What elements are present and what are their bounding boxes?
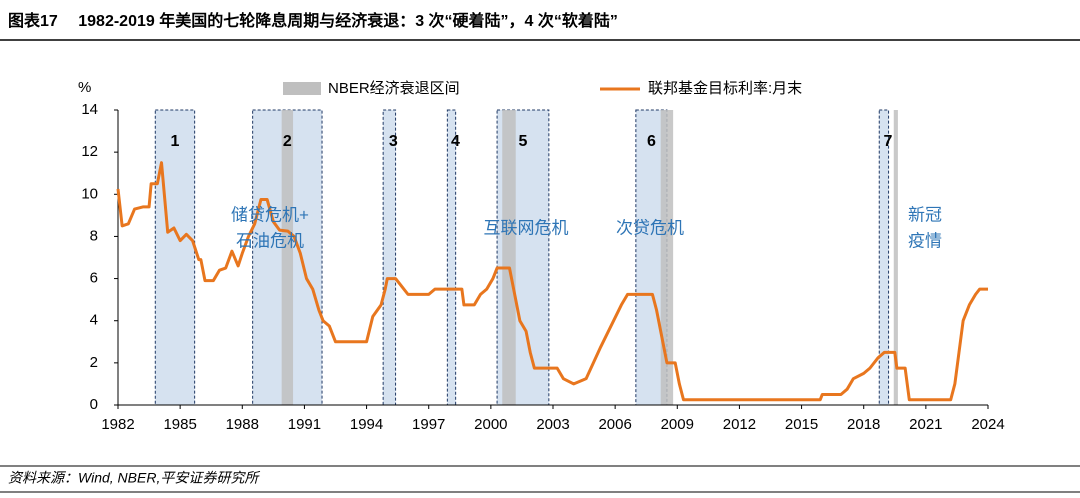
- y-tick-label: 12: [81, 143, 98, 160]
- x-tick-label: 1997: [412, 416, 445, 433]
- cut-cycle-label: 4: [451, 133, 460, 150]
- x-tick-label: 2021: [909, 416, 942, 433]
- annotation: 储贷危机+: [231, 205, 309, 224]
- cut-cycle-label: 7: [883, 133, 892, 150]
- y-tick-label: 2: [90, 354, 98, 371]
- cut-cycle-box: [382, 109, 397, 406]
- y-tick-label: 8: [90, 227, 98, 244]
- x-tick-label: 1988: [226, 416, 259, 433]
- annotation: 石油危机: [236, 231, 304, 250]
- annotation: 新冠: [908, 205, 942, 224]
- chart-title: 图表17 1982-2019 年美国的七轮降息周期与经济衰退：3 次“硬着陆”，…: [8, 11, 618, 30]
- y-tick-label: 4: [90, 312, 98, 329]
- cut-cycle-label: 6: [647, 133, 656, 150]
- cut-cycle-box: [878, 109, 890, 406]
- x-tick-label: 1985: [163, 416, 196, 433]
- y-tick-label: 0: [90, 396, 98, 413]
- cut-cycle-label: 1: [171, 133, 180, 150]
- recession-bar: [281, 110, 294, 405]
- legend-label: NBER经济衰退区间: [328, 80, 460, 97]
- y-unit: %: [78, 79, 91, 96]
- x-tick-label: 2003: [536, 416, 569, 433]
- rate-line: [116, 161, 988, 402]
- y-tick-label: 10: [81, 185, 98, 202]
- cut-cycle-box: [154, 109, 196, 406]
- cut-cycle-label: 5: [519, 133, 528, 150]
- x-tick-label: 1994: [350, 416, 383, 433]
- annotation: 次贷危机: [616, 218, 684, 237]
- source: 资料来源：Wind, NBER,平安证券研究所: [8, 470, 260, 486]
- recession-bar: [893, 110, 898, 405]
- legend-swatch: [283, 82, 321, 95]
- cut-cycle-label: 3: [389, 133, 398, 150]
- annotation: 疫情: [908, 231, 942, 250]
- x-tick-label: 2012: [723, 416, 756, 433]
- y-tick-label: 6: [90, 270, 98, 287]
- x-tick-label: 2006: [598, 416, 631, 433]
- x-tick-label: 1991: [288, 416, 321, 433]
- x-tick-label: 2000: [474, 416, 507, 433]
- legend-label: 联邦基金目标利率:月末: [648, 80, 802, 97]
- cut-cycle-box: [446, 109, 457, 406]
- cut-cycle-label: 2: [283, 133, 292, 150]
- x-tick-label: 2024: [971, 416, 1004, 433]
- recession-bar: [502, 110, 516, 405]
- x-tick-label: 2015: [785, 416, 818, 433]
- annotation: 互联网危机: [484, 218, 569, 237]
- x-tick-label: 2009: [661, 416, 694, 433]
- y-tick-label: 14: [81, 101, 98, 118]
- recession-bar: [660, 110, 674, 405]
- x-tick-label: 1982: [101, 416, 134, 433]
- x-tick-label: 2018: [847, 416, 880, 433]
